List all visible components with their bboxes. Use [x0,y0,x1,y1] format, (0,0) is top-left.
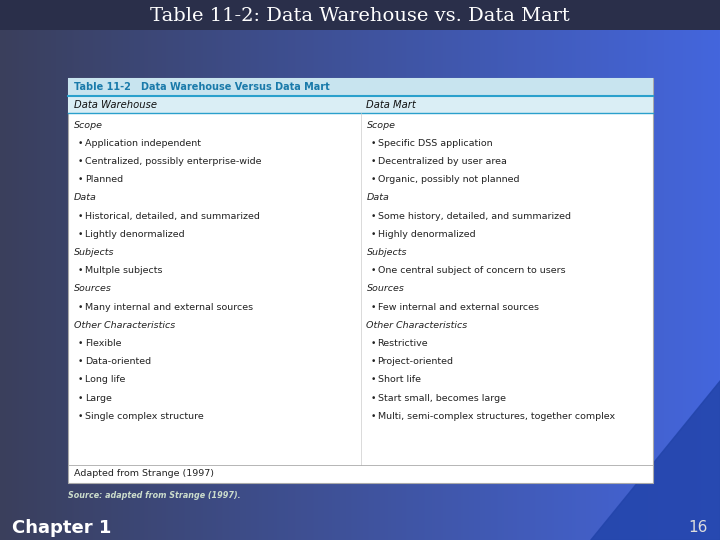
Text: Data Warehouse: Data Warehouse [74,99,157,110]
FancyBboxPatch shape [0,0,720,30]
Text: •: • [78,230,84,239]
Text: Historical, detailed, and summarized: Historical, detailed, and summarized [85,212,260,221]
Text: •: • [371,266,376,275]
Text: Short life: Short life [377,375,420,384]
Text: Subjects: Subjects [366,248,407,257]
Text: Application independent: Application independent [85,139,201,148]
Text: Data-oriented: Data-oriented [85,357,151,366]
Text: •: • [78,157,84,166]
Text: •: • [78,302,84,312]
FancyBboxPatch shape [68,78,653,483]
Text: Flexible: Flexible [85,339,122,348]
FancyBboxPatch shape [68,78,653,96]
Text: •: • [78,394,84,403]
Text: Centralized, possibly enterprise-wide: Centralized, possibly enterprise-wide [85,157,261,166]
Text: •: • [371,157,376,166]
Text: Other Characteristics: Other Characteristics [366,321,468,330]
Text: Scope: Scope [366,120,395,130]
Text: •: • [371,175,376,184]
Text: Chapter 1: Chapter 1 [12,519,112,537]
Text: Other Characteristics: Other Characteristics [74,321,175,330]
Polygon shape [590,380,720,540]
Text: •: • [78,357,84,366]
Text: Subjects: Subjects [74,248,114,257]
Text: •: • [78,339,84,348]
Text: Multple subjects: Multple subjects [85,266,163,275]
Text: Scope: Scope [74,120,103,130]
Text: •: • [371,339,376,348]
Text: Data: Data [366,193,390,202]
Text: •: • [78,139,84,148]
Text: Many internal and external sources: Many internal and external sources [85,302,253,312]
Text: Lightly denormalized: Lightly denormalized [85,230,184,239]
Text: Multi, semi-complex structures, together complex: Multi, semi-complex structures, together… [377,412,615,421]
Text: 16: 16 [688,521,708,536]
Text: •: • [78,212,84,221]
Text: •: • [78,266,84,275]
Text: Organic, possibly not planned: Organic, possibly not planned [377,175,519,184]
Text: Specific DSS application: Specific DSS application [377,139,492,148]
Text: Project-oriented: Project-oriented [377,357,454,366]
Text: Few internal and external sources: Few internal and external sources [377,302,539,312]
Text: •: • [371,412,376,421]
Text: Sources: Sources [74,285,112,293]
Text: •: • [78,412,84,421]
Text: •: • [371,375,376,384]
Text: •: • [78,375,84,384]
Text: Single complex structure: Single complex structure [85,412,204,421]
Text: Adapted from Strange (1997): Adapted from Strange (1997) [74,469,214,478]
Text: Large: Large [85,394,112,403]
Text: •: • [371,230,376,239]
Text: Some history, detailed, and summarized: Some history, detailed, and summarized [377,212,570,221]
Text: •: • [78,175,84,184]
Text: •: • [371,139,376,148]
Text: Start small, becomes large: Start small, becomes large [377,394,505,403]
Text: Planned: Planned [85,175,123,184]
Text: •: • [371,302,376,312]
Text: •: • [371,357,376,366]
Text: Highly denormalized: Highly denormalized [377,230,475,239]
Text: Data: Data [74,193,97,202]
FancyBboxPatch shape [68,96,653,113]
Text: Table 11-2: Data Warehouse vs. Data Mart: Table 11-2: Data Warehouse vs. Data Mart [150,7,570,25]
Text: Data Mart: Data Mart [366,99,416,110]
Text: One central subject of concern to users: One central subject of concern to users [377,266,565,275]
Text: •: • [371,212,376,221]
Text: Decentralized by user area: Decentralized by user area [377,157,506,166]
Text: Long life: Long life [85,375,125,384]
Text: Source: adapted from Strange (1997).: Source: adapted from Strange (1997). [68,491,240,500]
Text: •: • [371,394,376,403]
Text: Table 11-2   Data Warehouse Versus Data Mart: Table 11-2 Data Warehouse Versus Data Ma… [74,82,330,92]
Text: Sources: Sources [366,285,405,293]
Text: Restrictive: Restrictive [377,339,428,348]
